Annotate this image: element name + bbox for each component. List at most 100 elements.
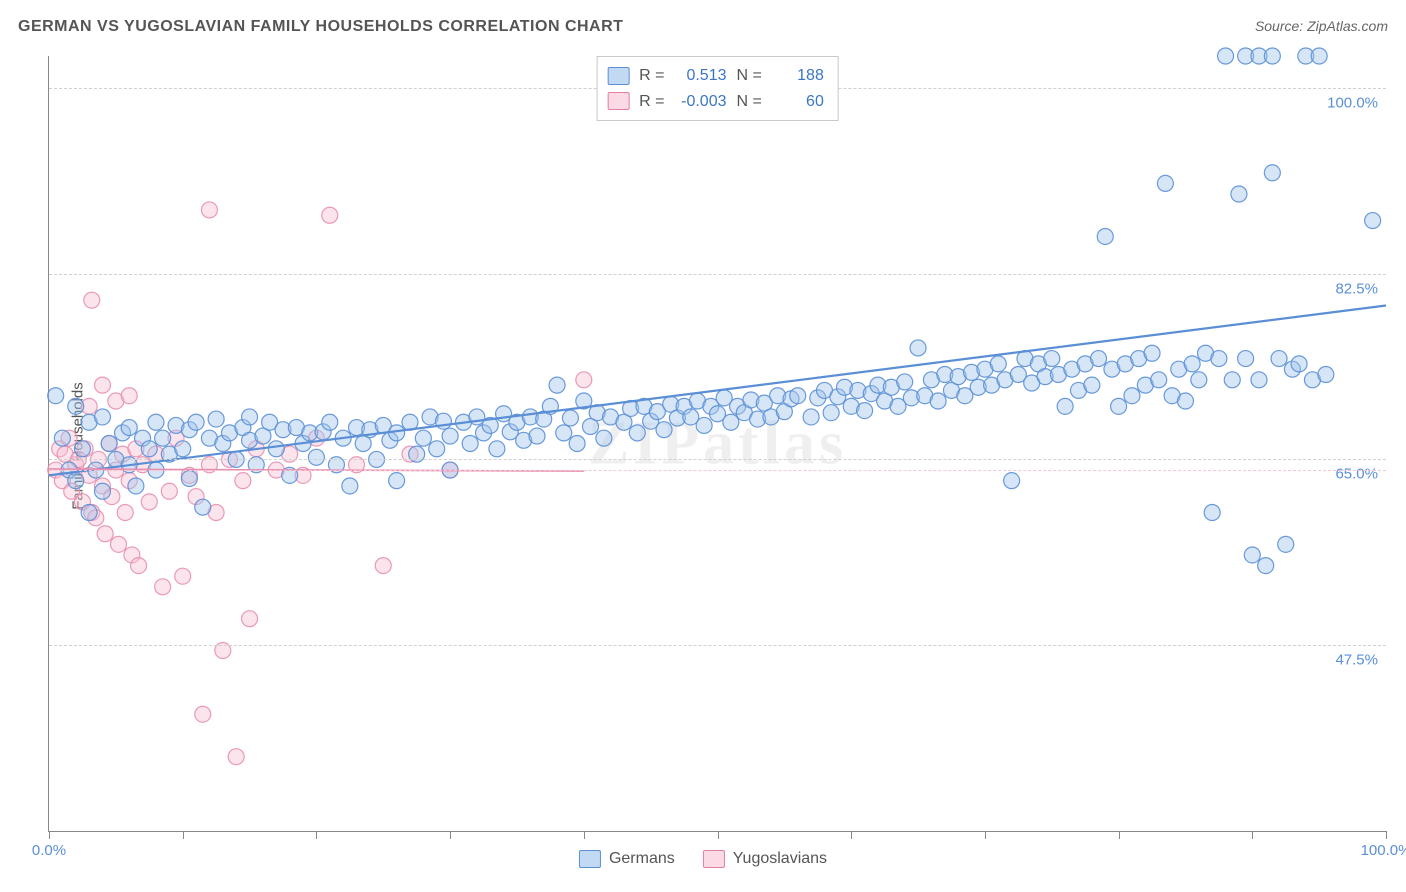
scatter-point-germans <box>462 436 478 452</box>
scatter-point-germans <box>74 441 90 457</box>
scatter-point-germans <box>1097 228 1113 244</box>
stat-r-label: R = <box>639 63 664 89</box>
scatter-point-germans <box>68 473 84 489</box>
scatter-point-germans <box>1231 186 1247 202</box>
scatter-point-germans <box>101 436 117 452</box>
ytick-label: 47.5% <box>1327 652 1378 669</box>
scatter-point-germans <box>94 409 110 425</box>
scatter-point-germans <box>549 377 565 393</box>
scatter-point-germans <box>48 388 64 404</box>
scatter-point-germans <box>94 483 110 499</box>
gridline-pink-ref <box>49 470 1386 471</box>
scatter-point-germans <box>1318 366 1334 382</box>
legend-label-yugoslavians: Yugoslavians <box>733 850 827 868</box>
ytick-label: 82.5% <box>1327 280 1378 297</box>
xtick-label: 0.0% <box>32 842 66 859</box>
scatter-point-germans <box>1204 505 1220 521</box>
scatter-point-germans <box>1084 377 1100 393</box>
scatter-point-germans <box>68 398 84 414</box>
swatch-pink-icon <box>703 850 725 868</box>
scatter-point-germans <box>1004 473 1020 489</box>
scatter-point-germans <box>308 449 324 465</box>
source-value: ZipAtlas.com <box>1307 18 1388 34</box>
scatter-point-germans <box>195 499 211 515</box>
scatter-point-germans <box>242 409 258 425</box>
scatter-point-germans <box>1278 536 1294 552</box>
scatter-point-germans <box>429 441 445 457</box>
scatter-point-yugoslavians <box>141 494 157 510</box>
source-label: Source: <box>1255 18 1303 34</box>
scatter-point-germans <box>268 441 284 457</box>
xtick <box>183 831 184 839</box>
scatter-point-germans <box>121 420 137 436</box>
scatter-point-germans <box>415 430 431 446</box>
xtick <box>1252 831 1253 839</box>
scatter-point-germans <box>128 478 144 494</box>
xtick <box>985 831 986 839</box>
scatter-svg <box>49 56 1386 831</box>
stat-n-yugoslavians: 60 <box>772 89 824 115</box>
scatter-point-germans <box>1124 388 1140 404</box>
xtick <box>584 831 585 839</box>
scatter-point-yugoslavians <box>235 473 251 489</box>
stat-r-label: R = <box>639 89 664 115</box>
scatter-point-germans <box>181 471 197 487</box>
scatter-point-germans <box>1111 398 1127 414</box>
scatter-point-yugoslavians <box>161 483 177 499</box>
scatter-point-germans <box>723 414 739 430</box>
scatter-point-germans <box>696 417 712 433</box>
scatter-point-germans <box>596 430 612 446</box>
xtick <box>718 831 719 839</box>
scatter-point-germans <box>1211 351 1227 367</box>
scatter-point-germans <box>1365 213 1381 229</box>
stat-n-label: N = <box>737 63 762 89</box>
scatter-point-germans <box>342 478 358 494</box>
swatch-pink-icon <box>607 92 629 110</box>
scatter-point-germans <box>175 441 191 457</box>
scatter-point-germans <box>1264 165 1280 181</box>
xtick <box>450 831 451 839</box>
xtick <box>316 831 317 839</box>
scatter-point-germans <box>1251 372 1267 388</box>
gridline-h <box>49 645 1386 646</box>
gridline-h <box>49 274 1386 275</box>
scatter-point-yugoslavians <box>322 207 338 223</box>
xtick <box>851 831 852 839</box>
scatter-point-germans <box>389 473 405 489</box>
scatter-point-germans <box>489 441 505 457</box>
gridline-h <box>49 459 1386 460</box>
scatter-point-germans <box>1258 558 1274 574</box>
scatter-point-germans <box>1044 351 1060 367</box>
legend-label-germans: Germans <box>609 850 675 868</box>
scatter-point-germans <box>1177 393 1193 409</box>
scatter-point-germans <box>790 388 806 404</box>
scatter-point-yugoslavians <box>155 579 171 595</box>
scatter-point-yugoslavians <box>195 706 211 722</box>
scatter-point-germans <box>322 414 338 430</box>
scatter-point-germans <box>857 403 873 419</box>
legend-item-yugoslavians: Yugoslavians <box>703 850 827 868</box>
xtick <box>1119 831 1120 839</box>
scatter-point-germans <box>562 410 578 426</box>
scatter-point-germans <box>1057 398 1073 414</box>
scatter-point-yugoslavians <box>242 611 258 627</box>
scatter-point-yugoslavians <box>111 536 127 552</box>
scatter-point-germans <box>148 414 164 430</box>
scatter-point-germans <box>1151 372 1167 388</box>
stat-n-label: N = <box>737 89 762 115</box>
scatter-point-yugoslavians <box>175 568 191 584</box>
scatter-point-yugoslavians <box>375 558 391 574</box>
swatch-blue-icon <box>579 850 601 868</box>
scatter-point-germans <box>803 409 819 425</box>
scatter-point-germans <box>823 405 839 421</box>
stats-row-germans: R = 0.513 N = 188 <box>607 63 824 89</box>
scatter-point-yugoslavians <box>576 372 592 388</box>
scatter-point-germans <box>1311 48 1327 64</box>
scatter-point-germans <box>1271 351 1287 367</box>
scatter-point-yugoslavians <box>94 377 110 393</box>
scatter-point-germans <box>990 356 1006 372</box>
scatter-point-germans <box>1157 175 1173 191</box>
scatter-point-germans <box>1238 351 1254 367</box>
scatter-point-germans <box>656 422 672 438</box>
scatter-point-yugoslavians <box>117 505 133 521</box>
